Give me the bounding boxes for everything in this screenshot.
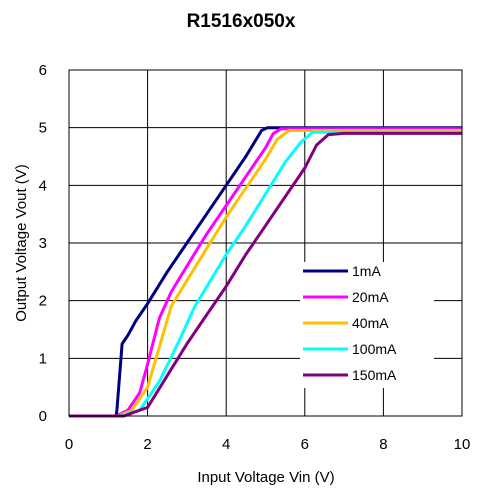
x-tick-labels: 0 2 4 6 8 10	[65, 436, 471, 453]
legend-label-40ma: 40mA	[352, 315, 389, 331]
y-tick-label: 1	[39, 350, 47, 367]
legend-background	[300, 262, 434, 388]
legend-label-1ma: 1mA	[352, 263, 381, 279]
x-tick-label: 2	[143, 436, 151, 453]
legend-label-100ma: 100mA	[352, 341, 397, 357]
y-tick-label: 3	[39, 235, 47, 252]
x-tick-label: 6	[301, 436, 309, 453]
y-tick-label: 2	[39, 293, 47, 310]
series-line-20ma	[69, 127, 462, 418]
y-tick-label: 4	[39, 177, 47, 194]
legend-label-20ma: 20mA	[352, 289, 389, 305]
plot-border	[68, 69, 463, 417]
series-line-100ma	[69, 130, 462, 418]
legend: 1mA 20mA 40mA 100mA 150mA	[300, 262, 434, 388]
series-line-1ma	[69, 126, 462, 418]
series-lines	[69, 126, 462, 418]
y-tick-label: 5	[39, 120, 47, 137]
y-tick-label: 6	[39, 62, 47, 79]
x-tick-label: 10	[454, 436, 471, 453]
x-tick-label: 8	[379, 436, 387, 453]
x-tick-label: 0	[65, 436, 73, 453]
y-tick-label: 0	[39, 408, 47, 425]
legend-label-150ma: 150mA	[352, 367, 397, 383]
chart-title: R1516x050x	[187, 11, 296, 32]
x-axis-label: Input Voltage Vin (V)	[197, 469, 334, 486]
series-line-40ma	[69, 129, 462, 418]
x-tick-label: 4	[222, 436, 230, 453]
y-tick-labels: 0 1 2 3 4 5 6	[39, 62, 47, 425]
series-line-150ma	[69, 131, 462, 418]
y-axis-label: Output Voltage Vout (V)	[13, 164, 30, 322]
